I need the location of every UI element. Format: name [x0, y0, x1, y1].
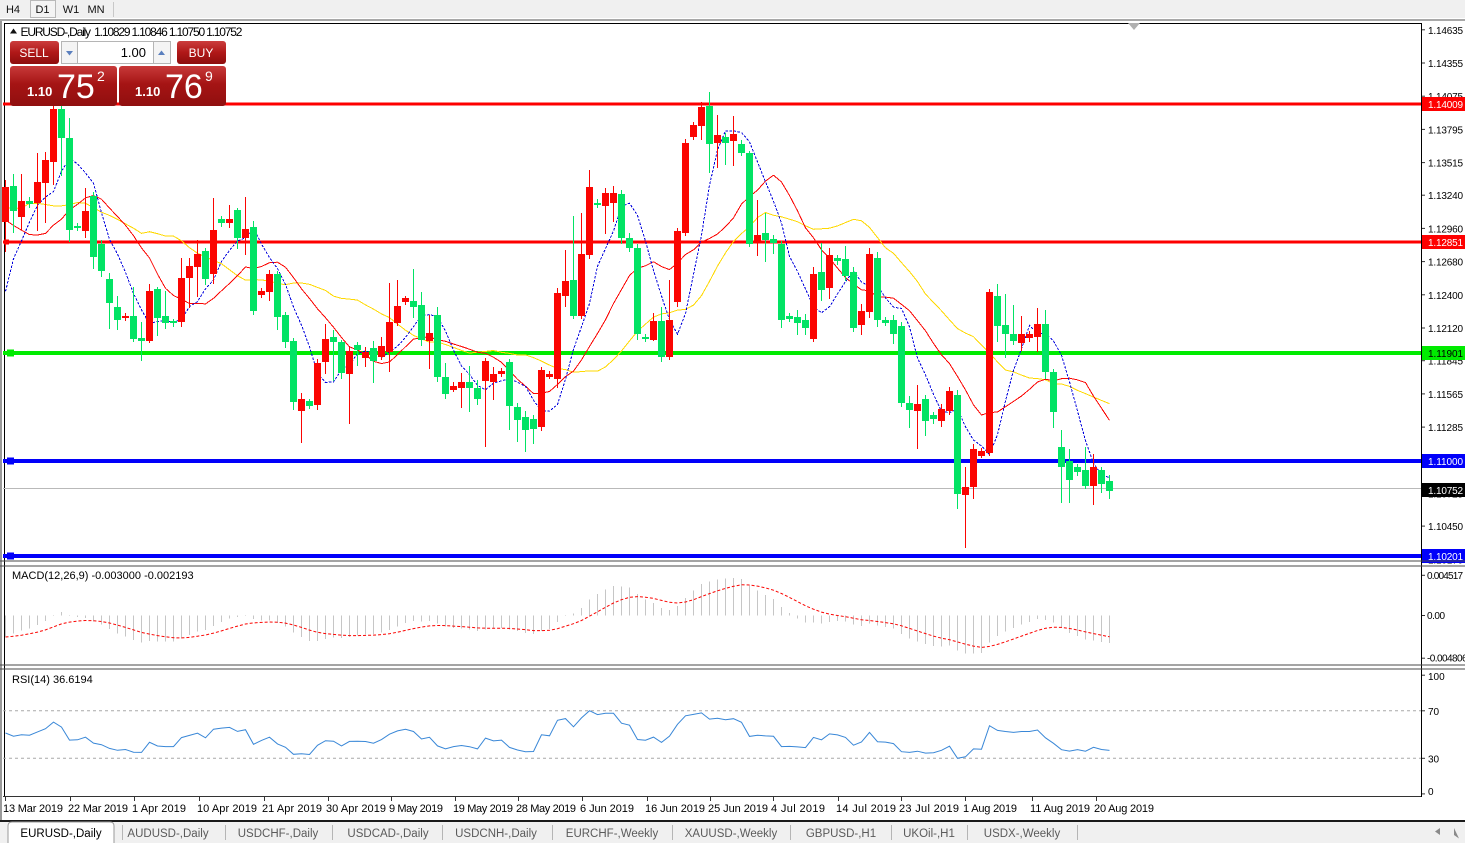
- svg-text:75: 75: [57, 68, 95, 106]
- svg-text:H4: H4: [6, 4, 20, 16]
- svg-text:1.14355: 1.14355: [1428, 59, 1463, 70]
- svg-text:USDCAD-,Daily: USDCAD-,Daily: [347, 828, 428, 840]
- svg-text:RSI(14) 36.6194: RSI(14) 36.6194: [12, 674, 93, 686]
- svg-text:76: 76: [165, 68, 203, 106]
- svg-text:30 Apr 2019: 30 Apr 2019: [326, 803, 386, 815]
- svg-text:0: 0: [1428, 787, 1434, 798]
- svg-text:30: 30: [1428, 754, 1440, 765]
- svg-text:USDCHF-,Daily: USDCHF-,Daily: [238, 828, 319, 840]
- svg-text:1.10201: 1.10201: [1428, 552, 1463, 563]
- svg-text:SELL: SELL: [19, 46, 49, 60]
- svg-text:100: 100: [1428, 672, 1445, 683]
- svg-text:1.11565: 1.11565: [1428, 390, 1463, 401]
- svg-text:1.11901: 1.11901: [1428, 349, 1463, 360]
- svg-text:2: 2: [97, 68, 105, 84]
- svg-text:70: 70: [1428, 707, 1440, 718]
- svg-text:MACD(12,26,9) -0.003000 -0.002: MACD(12,26,9) -0.003000 -0.002193: [12, 570, 194, 582]
- svg-text:W1: W1: [63, 4, 80, 16]
- svg-text:UKOil-,H1: UKOil-,H1: [903, 828, 955, 840]
- svg-text:1.12120: 1.12120: [1428, 324, 1463, 335]
- svg-text:BUY: BUY: [189, 46, 214, 60]
- svg-text:EURUSD-,Daily: EURUSD-,Daily: [20, 828, 101, 840]
- svg-text:1.10: 1.10: [27, 84, 52, 99]
- svg-text:16 Jun 2019: 16 Jun 2019: [645, 803, 705, 815]
- svg-text:AUDUSD-,Daily: AUDUSD-,Daily: [127, 828, 208, 840]
- svg-text:9 May 2019: 9 May 2019: [389, 803, 443, 815]
- svg-text:4 Jul 2019: 4 Jul 2019: [771, 803, 825, 815]
- svg-text:1 Apr 2019: 1 Apr 2019: [132, 803, 186, 815]
- svg-text:21 Apr 2019: 21 Apr 2019: [262, 803, 322, 815]
- svg-text:6 Jun 2019: 6 Jun 2019: [580, 803, 634, 815]
- svg-text:0.004517: 0.004517: [1427, 571, 1463, 582]
- svg-text:22 Mar 2019: 22 Mar 2019: [68, 803, 128, 815]
- svg-text:1.13240: 1.13240: [1428, 191, 1463, 202]
- svg-text:1 Aug 2019: 1 Aug 2019: [963, 803, 1017, 815]
- svg-text:1.13795: 1.13795: [1428, 125, 1463, 136]
- svg-text:EURCHF-,Weekly: EURCHF-,Weekly: [566, 828, 659, 840]
- svg-text:XAUUSD-,Weekly: XAUUSD-,Weekly: [685, 828, 778, 840]
- svg-text:28 May 2019: 28 May 2019: [516, 803, 576, 815]
- svg-text:1.12960: 1.12960: [1428, 224, 1463, 235]
- svg-text:9: 9: [205, 68, 213, 84]
- svg-text:14 Jul 2019: 14 Jul 2019: [836, 803, 896, 815]
- svg-text:1.14009: 1.14009: [1428, 100, 1463, 111]
- svg-text:1.11845: 1.11845: [1428, 357, 1463, 368]
- svg-text:11 Aug 2019: 11 Aug 2019: [1030, 803, 1090, 815]
- svg-text:MN: MN: [87, 4, 104, 16]
- svg-text:10 Apr 2019: 10 Apr 2019: [197, 803, 257, 815]
- svg-text:19 May 2019: 19 May 2019: [453, 803, 513, 815]
- svg-text:1.12851: 1.12851: [1428, 238, 1463, 249]
- svg-text:0.00: 0.00: [1427, 611, 1445, 622]
- svg-text:1.00: 1.00: [121, 45, 146, 60]
- svg-text:1.10: 1.10: [135, 84, 160, 99]
- svg-text:1.14635: 1.14635: [1428, 26, 1463, 37]
- svg-text:D1: D1: [35, 4, 49, 16]
- svg-text:1.13515: 1.13515: [1428, 159, 1463, 170]
- svg-text:23 Jul 2019: 23 Jul 2019: [899, 803, 959, 815]
- svg-text:1.10450: 1.10450: [1428, 522, 1463, 533]
- svg-text:EURUSD-,Daily 1.10829 1.10846: EURUSD-,Daily 1.10829 1.10846 1.10750 1.…: [21, 25, 243, 39]
- svg-text:13 Mar 2019: 13 Mar 2019: [3, 803, 63, 815]
- svg-text:1.12680: 1.12680: [1428, 258, 1463, 269]
- svg-text:1.12400: 1.12400: [1428, 291, 1463, 302]
- svg-text:25 Jun 2019: 25 Jun 2019: [708, 803, 768, 815]
- svg-text:20 Aug 2019: 20 Aug 2019: [1094, 803, 1154, 815]
- svg-text:1.11000: 1.11000: [1428, 457, 1463, 468]
- svg-text:USDX-,Weekly: USDX-,Weekly: [984, 828, 1061, 840]
- svg-text:USDCNH-,Daily: USDCNH-,Daily: [455, 828, 537, 840]
- svg-text:1.11285: 1.11285: [1428, 423, 1463, 434]
- svg-text:-0.004806: -0.004806: [1427, 654, 1465, 665]
- svg-text:GBPUSD-,H1: GBPUSD-,H1: [806, 828, 876, 840]
- svg-text:1.10752: 1.10752: [1428, 486, 1463, 497]
